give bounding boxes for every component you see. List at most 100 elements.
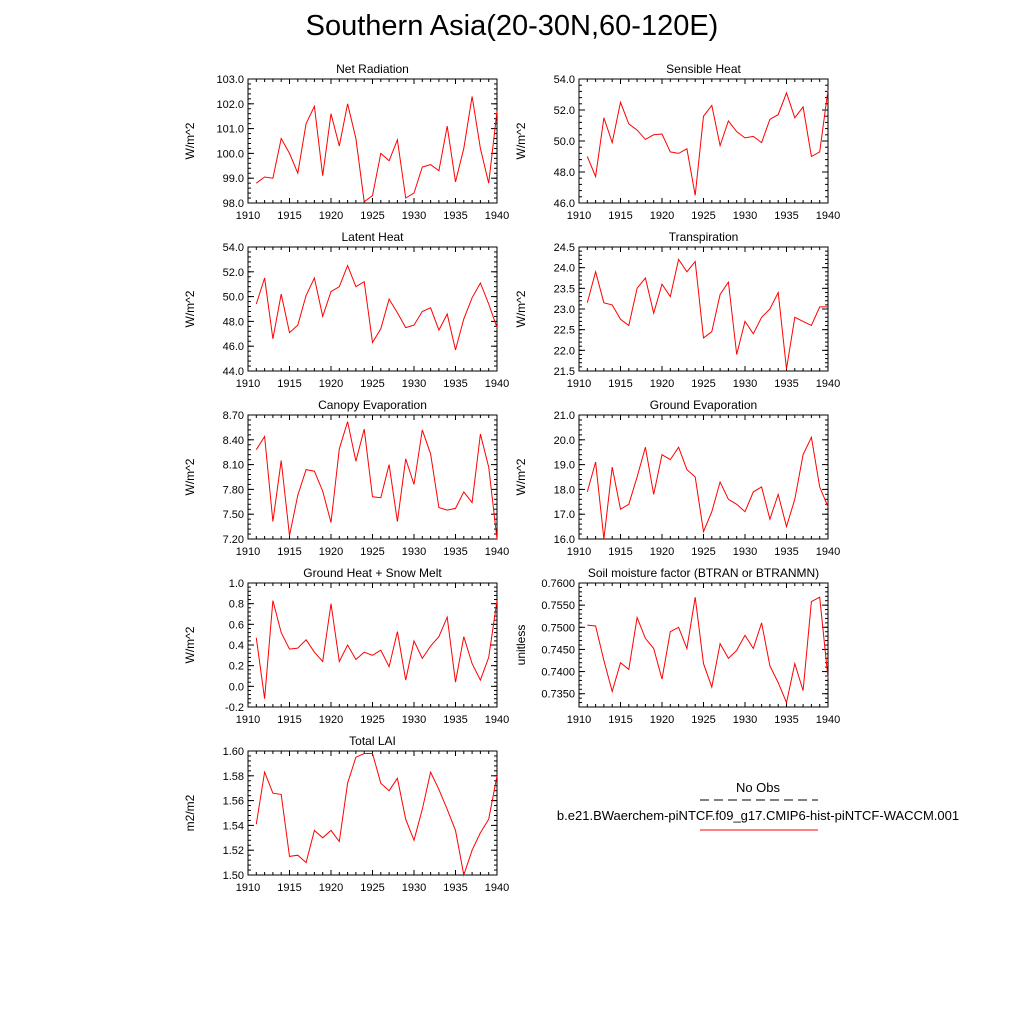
y-tick-label: 0.7350 (541, 689, 575, 701)
y-tick-label: 7.50 (223, 509, 244, 521)
figure-title: Southern Asia(20-30N,60-120E) (305, 10, 719, 42)
y-tick-label: 0.4 (229, 640, 244, 652)
y-tick-label: 1.60 (223, 746, 244, 758)
x-tick-label: 1910 (567, 714, 591, 726)
x-tick-label: 1925 (360, 714, 384, 726)
y-tick-label: 22.0 (554, 345, 575, 357)
y-tick-label: 8.40 (223, 435, 244, 447)
y-tick-label: 8.70 (223, 410, 244, 422)
y-tick-label: -0.2 (225, 702, 244, 714)
y-tick-label: 0.8 (229, 599, 244, 611)
y-axis-label: W/m^2 (514, 122, 528, 159)
x-tick-label: 1930 (402, 714, 426, 726)
y-tick-label: 0.7450 (541, 644, 575, 656)
x-tick-label: 1935 (443, 714, 467, 726)
x-tick-label: 1920 (650, 378, 674, 390)
x-tick-label: 1940 (485, 210, 509, 222)
plot-frame (578, 246, 829, 372)
series-line (255, 264, 498, 351)
y-tick-label: 52.0 (554, 105, 575, 117)
panel-title: Sensible Heat (666, 62, 741, 76)
y-tick-label: 0.0 (229, 681, 244, 693)
x-tick-label: 1910 (236, 210, 260, 222)
x-tick-label: 1935 (774, 210, 798, 222)
x-tick-label: 1940 (485, 882, 509, 894)
x-tick-label: 1915 (277, 378, 301, 390)
y-axis-label: W/m^2 (183, 626, 197, 663)
panel-title: Ground Evaporation (650, 398, 757, 412)
x-tick-label: 1930 (402, 546, 426, 558)
x-tick-label: 1920 (319, 210, 343, 222)
panel-title: Latent Heat (341, 230, 404, 244)
y-tick-label: 17.0 (554, 509, 575, 521)
chart-panel: Ground Heat + Snow Melt W/m^2 1910 1915 1920… (183, 566, 509, 726)
x-tick-label: 1920 (319, 378, 343, 390)
series-line (255, 421, 498, 540)
y-tick-label: 20.0 (554, 435, 575, 447)
chart-panel: Transpiration W/m^2 1910 1915 1920 1925 1930 19… (514, 230, 840, 390)
y-tick-label: 1.54 (223, 820, 244, 832)
chart-panel: Soil moisture factor (BTRAN or BTRANMN) u… (514, 566, 840, 726)
x-tick-label: 1930 (733, 714, 757, 726)
x-tick-label: 1920 (319, 714, 343, 726)
x-tick-label: 1925 (691, 210, 715, 222)
series-line (586, 89, 829, 196)
y-tick-label: 7.20 (223, 534, 244, 546)
x-tick-label: 1915 (608, 714, 632, 726)
x-tick-label: 1940 (485, 714, 509, 726)
y-tick-label: 16.0 (554, 534, 575, 546)
y-tick-label: 21.0 (554, 410, 575, 422)
x-tick-label: 1920 (319, 546, 343, 558)
panel-title: Transpiration (669, 230, 739, 244)
y-tick-label: 0.7400 (541, 667, 575, 679)
series-line (586, 435, 829, 540)
y-tick-label: 52.0 (223, 267, 244, 279)
chart-panel: Net Radiation W/m^2 1910 1915 1920 1925 1930 19… (183, 62, 509, 222)
panel-title: Soil moisture factor (BTRAN or BTRANMN) (588, 566, 819, 580)
plot-frame (247, 750, 498, 876)
x-tick-label: 1930 (733, 546, 757, 558)
x-tick-label: 1920 (650, 714, 674, 726)
x-tick-label: 1915 (608, 378, 632, 390)
x-tick-label: 1925 (360, 378, 384, 390)
y-tick-label: 1.0 (229, 578, 244, 590)
plot-frame (247, 582, 498, 708)
x-tick-label: 1940 (485, 546, 509, 558)
chart-panel: Canopy Evaporation W/m^2 1910 1915 1920 1925 1… (183, 398, 509, 558)
x-tick-label: 1930 (733, 210, 757, 222)
x-tick-label: 1935 (443, 882, 467, 894)
panel-title: Total LAI (349, 734, 396, 748)
x-tick-label: 1935 (443, 378, 467, 390)
x-tick-label: 1940 (816, 378, 840, 390)
y-axis-label: W/m^2 (183, 458, 197, 495)
y-tick-label: 1.50 (223, 870, 244, 882)
plot-frame (247, 414, 498, 540)
x-tick-label: 1910 (567, 210, 591, 222)
chart-panel: Sensible Heat W/m^2 1910 1915 1920 1925 1930 19… (514, 62, 840, 222)
y-tick-label: 0.7600 (541, 578, 575, 590)
series-line (255, 753, 498, 877)
y-tick-label: 24.0 (554, 263, 575, 275)
y-tick-label: 54.0 (554, 74, 575, 86)
plot-frame (578, 582, 829, 708)
y-tick-label: 23.5 (554, 283, 575, 295)
x-tick-label: 1925 (691, 378, 715, 390)
plot-frame (578, 78, 829, 204)
x-tick-label: 1925 (360, 210, 384, 222)
x-tick-label: 1925 (691, 546, 715, 558)
y-tick-label: 46.0 (554, 198, 575, 210)
y-tick-label: 7.80 (223, 484, 244, 496)
y-axis-label: W/m^2 (183, 122, 197, 159)
legend: No Obs b.e21.BWaerchem-piNTCF.f09_g17.CMI… (557, 780, 959, 831)
plot-frame (578, 414, 829, 540)
plot-frame (247, 78, 498, 204)
y-tick-label: 102.0 (216, 99, 244, 111)
y-tick-label: 44.0 (223, 366, 244, 378)
x-tick-label: 1935 (443, 546, 467, 558)
y-axis-label: m2/m2 (183, 794, 197, 831)
y-tick-label: 1.56 (223, 796, 244, 808)
panel-title: Ground Heat + Snow Melt (303, 566, 442, 580)
y-tick-label: 21.5 (554, 366, 575, 378)
y-tick-label: 23.0 (554, 304, 575, 316)
